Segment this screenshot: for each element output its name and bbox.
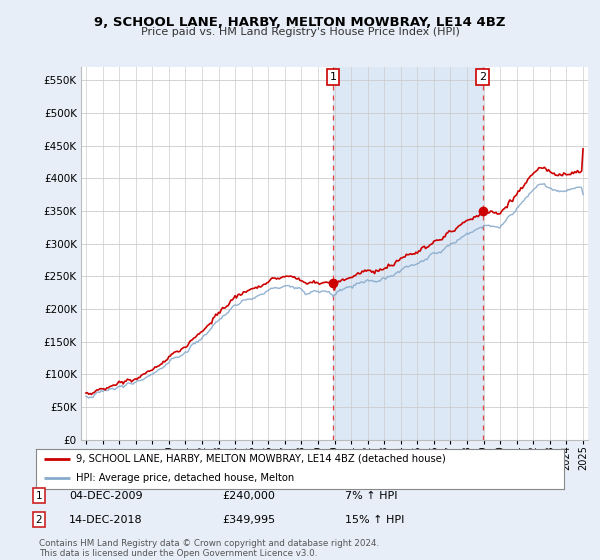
Text: £240,000: £240,000 [222,491,275,501]
Text: 2: 2 [479,72,487,82]
Text: 1: 1 [329,72,337,82]
Text: 04-DEC-2009: 04-DEC-2009 [69,491,143,501]
Text: 2: 2 [35,515,43,525]
Text: 9, SCHOOL LANE, HARBY, MELTON MOWBRAY, LE14 4BZ (detached house): 9, SCHOOL LANE, HARBY, MELTON MOWBRAY, L… [76,454,445,464]
Text: Price paid vs. HM Land Registry's House Price Index (HPI): Price paid vs. HM Land Registry's House … [140,27,460,37]
Text: 1: 1 [35,491,43,501]
Text: £349,995: £349,995 [222,515,275,525]
Text: 9, SCHOOL LANE, HARBY, MELTON MOWBRAY, LE14 4BZ: 9, SCHOOL LANE, HARBY, MELTON MOWBRAY, L… [94,16,506,29]
Text: 7% ↑ HPI: 7% ↑ HPI [345,491,398,501]
Bar [333,67,483,440]
Text: 14-DEC-2018: 14-DEC-2018 [69,515,143,525]
Text: HPI: Average price, detached house, Melton: HPI: Average price, detached house, Melt… [76,473,294,483]
Text: Contains HM Land Registry data © Crown copyright and database right 2024.
This d: Contains HM Land Registry data © Crown c… [39,539,379,558]
Text: 15% ↑ HPI: 15% ↑ HPI [345,515,404,525]
